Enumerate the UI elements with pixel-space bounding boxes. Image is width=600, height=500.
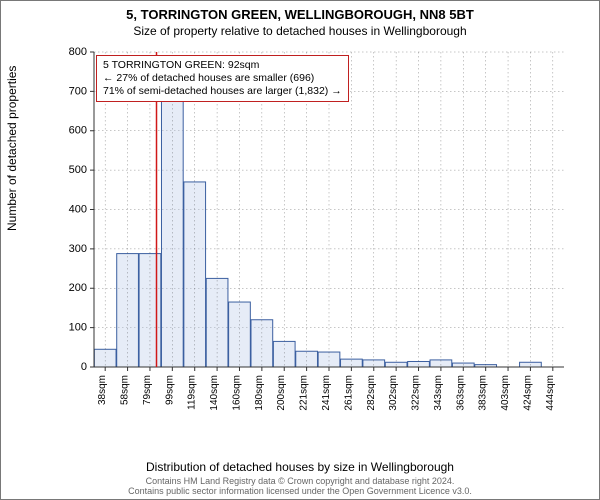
svg-text:200: 200 [69, 282, 87, 294]
svg-text:200sqm: 200sqm [276, 375, 287, 411]
svg-text:241sqm: 241sqm [321, 375, 332, 411]
svg-text:300: 300 [69, 243, 87, 255]
chart-plot: 0 100 200 300 400 500 600 700 800 38sqm 58sqm 79sqm… [59, 47, 569, 417]
svg-text:363sqm: 363sqm [455, 375, 466, 411]
svg-text:160sqm: 160sqm [231, 375, 242, 411]
svg-text:403sqm: 403sqm [500, 375, 511, 411]
svg-text:500: 500 [69, 164, 87, 176]
svg-text:424sqm: 424sqm [522, 375, 533, 411]
svg-text:119sqm: 119sqm [187, 375, 198, 410]
svg-text:322sqm: 322sqm [411, 375, 422, 411]
svg-text:600: 600 [69, 125, 87, 137]
svg-text:99sqm: 99sqm [164, 375, 175, 405]
svg-text:261sqm: 261sqm [343, 375, 354, 411]
footer-text: Contains HM Land Registry data © Crown c… [1, 477, 599, 497]
svg-text:700: 700 [69, 85, 87, 97]
svg-text:180sqm: 180sqm [254, 375, 265, 411]
svg-text:140sqm: 140sqm [209, 375, 220, 411]
chart-subtitle: Size of property relative to detached ho… [1, 24, 599, 38]
annotation-line-2: ← 27% of detached houses are smaller (69… [103, 72, 342, 85]
chart-title: 5, TORRINGTON GREEN, WELLINGBOROUGH, NN8… [1, 7, 599, 22]
svg-text:302sqm: 302sqm [388, 375, 399, 411]
annotation-line-1: 5 TORRINGTON GREEN: 92sqm [103, 59, 342, 72]
svg-text:800: 800 [69, 47, 87, 58]
svg-text:58sqm: 58sqm [120, 375, 131, 405]
annotation-line-3: 71% of semi-detached houses are larger (… [103, 85, 342, 98]
svg-text:79sqm: 79sqm [142, 375, 153, 405]
annotation-box: 5 TORRINGTON GREEN: 92sqm ← 27% of detac… [96, 55, 349, 102]
svg-text:400: 400 [69, 203, 87, 215]
svg-text:0: 0 [81, 361, 87, 373]
svg-text:221sqm: 221sqm [299, 375, 310, 411]
chart-container: 5, TORRINGTON GREEN, WELLINGBOROUGH, NN8… [0, 0, 600, 500]
svg-text:38sqm: 38sqm [97, 375, 108, 405]
y-axis-label: Number of detached properties [5, 66, 19, 231]
x-axis-label: Distribution of detached houses by size … [1, 460, 599, 474]
footer-line-2: Contains public sector information licen… [1, 487, 599, 497]
svg-text:383sqm: 383sqm [478, 375, 489, 411]
svg-text:444sqm: 444sqm [545, 375, 556, 411]
svg-text:100: 100 [69, 322, 87, 334]
svg-text:282sqm: 282sqm [366, 375, 377, 411]
svg-text:343sqm: 343sqm [433, 375, 444, 411]
